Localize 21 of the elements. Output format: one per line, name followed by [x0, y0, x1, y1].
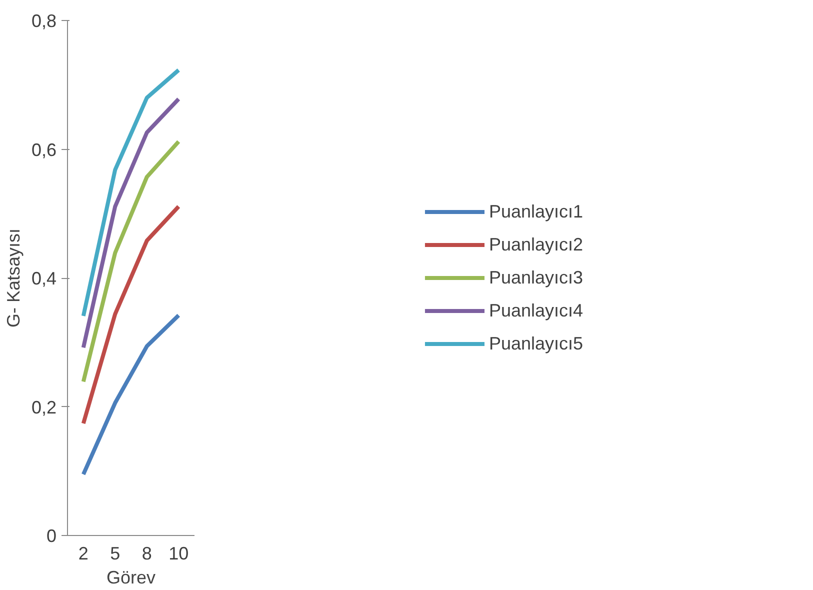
x-tick-label: 8 [142, 544, 152, 564]
line-series [81, 140, 181, 384]
y-tick-label: 0,2 [31, 397, 57, 418]
y-tick-label: 0 [46, 526, 57, 546]
legend-label: Puanlayıcı4 [488, 300, 584, 321]
line-series [81, 313, 181, 476]
line-series [81, 97, 181, 350]
line-series [81, 204, 181, 426]
y-tick-label: 0,4 [31, 268, 57, 288]
y-tick-label: 0,8 [31, 11, 57, 31]
x-axis-title: Görev [106, 568, 156, 588]
x-tick-label: 2 [78, 544, 88, 564]
y-axis-title: G- Katsayısı [3, 228, 24, 328]
line-series [81, 68, 181, 318]
legend-label: Puanlayıcı5 [488, 333, 584, 354]
x-tick-label: 5 [110, 544, 120, 564]
legend-label: Puanlayıcı1 [488, 201, 584, 222]
y-tick-label: 0,6 [31, 140, 57, 160]
legend-label: Puanlayıcı2 [488, 234, 584, 255]
legend-label: Puanlayıcı3 [488, 267, 584, 288]
x-tick-label: 10 [168, 544, 189, 564]
